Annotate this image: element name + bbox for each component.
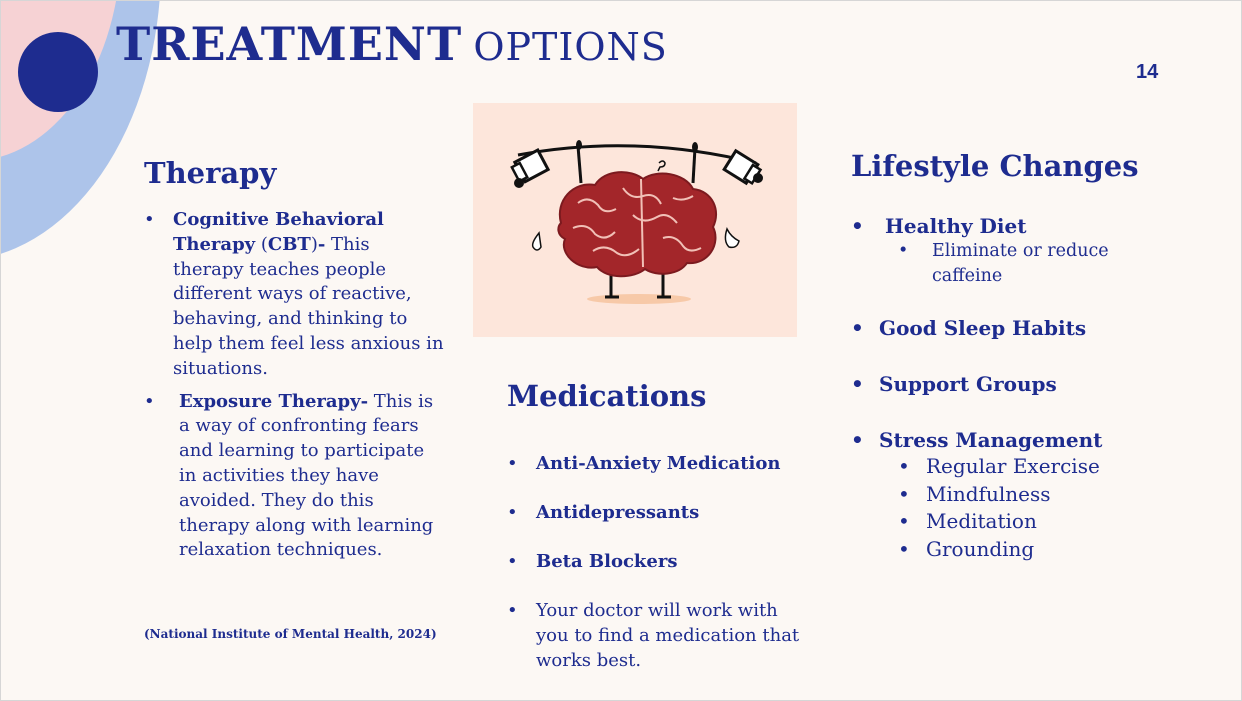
lifestyle-list: Healthy Diet Eliminate or reduce caffein… bbox=[851, 213, 1151, 563]
list-item-anti-anxiety: Anti-Anxiety Medication bbox=[507, 451, 807, 476]
stress-sublist: Regular Exercise Mindfulness Meditation … bbox=[879, 453, 1151, 563]
list-item-exposure: Exposure Therapy- This is a way of confr… bbox=[144, 390, 444, 564]
lifestyle-label: Support Groups bbox=[879, 372, 1057, 396]
med-label: Antidepressants bbox=[536, 502, 700, 523]
list-item-support-groups: Support Groups bbox=[851, 371, 1151, 397]
decorative-navy-circle bbox=[18, 32, 98, 112]
list-item-healthy-diet: Healthy Diet Eliminate or reduce caffein… bbox=[851, 213, 1151, 289]
cbt-dash: - bbox=[317, 233, 326, 255]
page-number: 14 bbox=[1136, 61, 1159, 83]
cbt-paren-close: ) bbox=[310, 233, 318, 255]
lifestyle-label: Good Sleep Habits bbox=[879, 316, 1087, 340]
sub-item-grounding: Grounding bbox=[879, 536, 1151, 564]
med-note: Your doctor will work with you to find a… bbox=[536, 600, 800, 671]
med-label: Beta Blockers bbox=[536, 551, 678, 572]
title-main: TREATMENT bbox=[116, 17, 463, 71]
lifestyle-label: Healthy Diet bbox=[885, 214, 1027, 238]
sub-item-meditation: Meditation bbox=[879, 508, 1151, 536]
lifestyle-heading: Lifestyle Changes bbox=[851, 149, 1139, 183]
therapy-list: Cognitive Behavioral Therapy (CBT)- This… bbox=[144, 208, 444, 563]
cbt-abbrev: CBT bbox=[267, 233, 311, 255]
sub-item-exercise: Regular Exercise bbox=[879, 453, 1151, 481]
list-item-stress-management: Stress Management Regular Exercise Mindf… bbox=[851, 427, 1151, 563]
med-label: Anti-Anxiety Medication bbox=[536, 453, 781, 474]
title-rest: OPTIONS bbox=[473, 25, 668, 69]
list-item-doctor-note: Your doctor will work with you to find a… bbox=[507, 598, 807, 673]
slide-title: TREATMENT OPTIONS bbox=[116, 21, 668, 67]
sub-item-caffeine: Eliminate or reduce caffeine bbox=[885, 239, 1151, 289]
weightlifting-brain-icon bbox=[510, 140, 763, 304]
sub-item-mindfulness: Mindfulness bbox=[879, 481, 1151, 509]
exposure-term: Exposure Therapy- bbox=[179, 390, 369, 412]
list-item-beta-blockers: Beta Blockers bbox=[507, 549, 807, 574]
exposure-description: This is a way of confronting fears and l… bbox=[179, 390, 434, 561]
diet-sublist: Eliminate or reduce caffeine bbox=[885, 239, 1151, 289]
lifestyle-label: Stress Management bbox=[879, 428, 1103, 452]
medications-list: Anti-Anxiety Medication Antidepressants … bbox=[507, 451, 807, 697]
cbt-description: This therapy teaches people different wa… bbox=[173, 233, 444, 379]
cbt-term: Cognitive Behavioral Therapy bbox=[173, 209, 384, 255]
brain-illustration-panel bbox=[473, 103, 797, 337]
list-item-sleep-habits: Good Sleep Habits bbox=[851, 315, 1151, 341]
cbt-paren-open: ( bbox=[255, 233, 268, 255]
therapy-heading: Therapy bbox=[144, 156, 277, 190]
list-item-cbt: Cognitive Behavioral Therapy (CBT)- This… bbox=[144, 208, 444, 382]
citation: (National Institute of Mental Health, 20… bbox=[144, 627, 437, 641]
medications-heading: Medications bbox=[507, 379, 707, 413]
list-item-antidepressants: Antidepressants bbox=[507, 500, 807, 525]
